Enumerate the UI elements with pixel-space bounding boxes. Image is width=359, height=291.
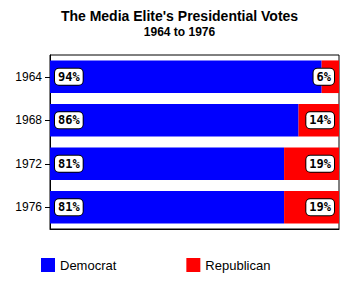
svg-text:1964: 1964 [15, 70, 42, 84]
svg-text:Republican: Republican [205, 258, 270, 273]
svg-text:1968: 1968 [15, 113, 42, 127]
svg-text:94%: 94% [58, 70, 80, 84]
svg-text:81%: 81% [58, 200, 80, 214]
svg-text:19%: 19% [309, 157, 331, 171]
svg-text:14%: 14% [309, 113, 331, 127]
svg-text:81%: 81% [58, 157, 80, 171]
svg-text:1964 to 1976: 1964 to 1976 [144, 25, 216, 39]
svg-text:The Media Elite's Presidential: The Media Elite's Presidential Votes [61, 8, 298, 24]
svg-text:1976: 1976 [15, 200, 42, 214]
svg-text:19%: 19% [309, 200, 331, 214]
svg-text:6%: 6% [317, 70, 332, 84]
svg-text:1972: 1972 [15, 157, 42, 171]
svg-text:Democrat: Democrat [60, 258, 117, 273]
svg-text:86%: 86% [58, 113, 80, 127]
